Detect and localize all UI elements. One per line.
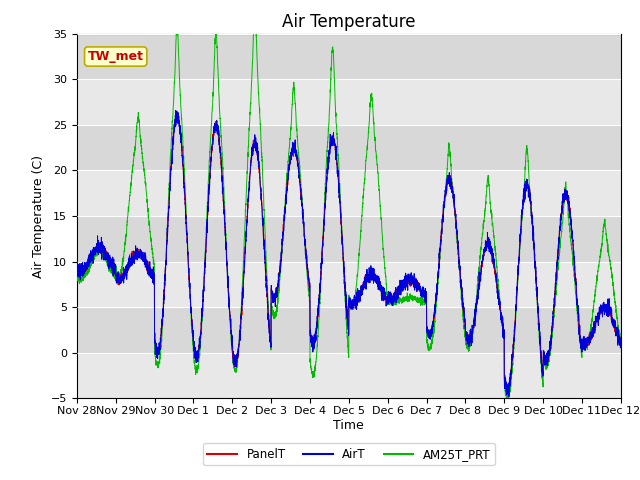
Title: Air Temperature: Air Temperature [282, 12, 415, 31]
AM25T_PRT [360, 180, 368, 186]
Bar [77, 307, 621, 353]
Bar [77, 353, 621, 398]
Bar [77, 262, 621, 307]
X-axis label: Time: Time [333, 419, 364, 432]
AirT [147, 271, 155, 277]
AirT [360, 275, 368, 281]
AirT [512, 305, 520, 311]
AM25T_PRT [417, 299, 425, 304]
PanelT [429, 322, 437, 327]
Bar [77, 34, 621, 79]
PanelT [173, 109, 181, 115]
Y-axis label: Air Temperature (C): Air Temperature (C) [32, 155, 45, 277]
PanelT [360, 283, 368, 289]
PanelT [147, 271, 155, 277]
Text: TW_met: TW_met [88, 50, 144, 63]
Line: AirT: AirT [77, 110, 621, 396]
Line: AM25T_PRT: AM25T_PRT [77, 6, 621, 402]
AM25T_PRT [611, 295, 618, 300]
AM25T_PRT [251, 3, 259, 9]
Legend: PanelT, AirT, AM25T_PRT: PanelT, AirT, AM25T_PRT [203, 443, 495, 466]
AM25T_PRT [147, 237, 155, 243]
AirT [611, 319, 618, 325]
AM25T_PRT [512, 316, 520, 322]
AirT [505, 394, 513, 399]
AirT [617, 345, 625, 351]
Bar [77, 79, 621, 125]
Line: PanelT: PanelT [77, 112, 621, 392]
PanelT [505, 389, 513, 395]
AM25T_PRT [504, 399, 511, 405]
PanelT [617, 338, 625, 344]
AirT [417, 291, 425, 297]
Bar [77, 170, 621, 216]
PanelT [417, 290, 425, 296]
AM25T_PRT [429, 334, 437, 340]
AM25T_PRT [73, 276, 81, 282]
PanelT [512, 309, 520, 314]
AM25T_PRT [617, 337, 625, 343]
AirT [429, 324, 437, 330]
Bar [77, 216, 621, 262]
PanelT [73, 267, 81, 273]
AirT [73, 266, 81, 272]
PanelT [611, 319, 618, 324]
AirT [172, 108, 179, 113]
Bar [77, 125, 621, 170]
